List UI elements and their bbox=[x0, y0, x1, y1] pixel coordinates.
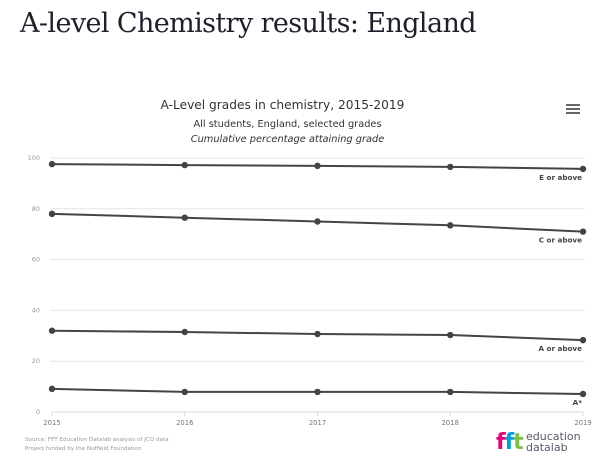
fft-education-datalab-logo: fft education datalab bbox=[496, 430, 596, 458]
series-e-or-above: E or above bbox=[48, 160, 587, 182]
logo-wordmark: education datalab bbox=[526, 430, 581, 454]
data-point bbox=[314, 330, 321, 338]
x-tick-label: 2017 bbox=[309, 419, 326, 427]
data-point bbox=[181, 388, 188, 396]
data-point bbox=[314, 218, 321, 225]
data-point bbox=[579, 336, 587, 344]
data-point bbox=[48, 210, 56, 218]
hamburger-menu-icon bbox=[566, 104, 580, 106]
x-tick-label: 2019 bbox=[574, 419, 591, 427]
data-point bbox=[447, 163, 454, 171]
data-point bbox=[181, 328, 188, 336]
page-heading: A-level Chemistry results: England bbox=[20, 8, 477, 39]
gridlines bbox=[50, 157, 585, 413]
series-group: E or above C or above A or above A* bbox=[48, 160, 587, 407]
data-point bbox=[181, 161, 188, 169]
data-point bbox=[579, 228, 587, 235]
data-point bbox=[579, 390, 587, 398]
data-point bbox=[447, 222, 454, 229]
line-chart: 0 20 40 60 80 100 2015 2016 2017 2018 2019 E or a… bbox=[28, 154, 592, 427]
data-point bbox=[447, 388, 454, 396]
fft-logo-icon: fft bbox=[496, 430, 524, 455]
series-c-or-above: C or above bbox=[48, 210, 587, 245]
chart-title: A-Level grades in chemistry, 2015-2019 bbox=[160, 98, 405, 112]
series-label: E or above bbox=[539, 173, 582, 182]
data-point bbox=[314, 388, 321, 396]
hamburger-menu-icon-bar bbox=[566, 108, 580, 110]
y-tick-label: 60 bbox=[32, 256, 40, 264]
hamburger-menu-icon-bar bbox=[566, 112, 580, 114]
x-axis-ticks: 2015 2016 2017 2018 2019 bbox=[43, 412, 592, 427]
data-point bbox=[181, 214, 188, 221]
data-point bbox=[579, 165, 587, 173]
data-point bbox=[48, 160, 56, 168]
series-label: A or above bbox=[538, 344, 582, 353]
y-tick-label: 40 bbox=[32, 306, 40, 314]
chart-subtitle: All students, England, selected grades bbox=[193, 119, 382, 130]
chart-subtitle-italic: Cumulative percentage attaining grade bbox=[190, 134, 385, 145]
series-label: C or above bbox=[539, 236, 582, 245]
x-tick-label: 2018 bbox=[442, 419, 459, 427]
x-tick-label: 2016 bbox=[176, 419, 193, 427]
series-a-or-above: A or above bbox=[48, 327, 587, 353]
x-tick-label: 2015 bbox=[43, 419, 60, 427]
source-line: Source: FFT Education Datalab analysis o… bbox=[25, 437, 169, 443]
y-tick-label: 0 bbox=[36, 408, 40, 416]
data-point bbox=[314, 162, 321, 170]
y-axis-ticks: 0 20 40 60 80 100 bbox=[28, 154, 40, 416]
funding-line: Project funded by the Nuffield Foundatio… bbox=[25, 446, 142, 452]
chart-container: 0 20 40 60 80 100 2015 2016 2017 2018 2019 E or a… bbox=[0, 88, 605, 473]
data-point bbox=[48, 385, 56, 393]
y-tick-label: 20 bbox=[32, 357, 40, 365]
data-point bbox=[447, 331, 454, 339]
series-label: A* bbox=[573, 398, 583, 407]
chart-menu-button[interactable] bbox=[566, 102, 580, 116]
y-tick-label: 80 bbox=[32, 205, 40, 213]
source-note: Source: FFT Education Datalab analysis o… bbox=[25, 436, 169, 454]
series-a: A* bbox=[48, 385, 587, 407]
y-tick-label: 100 bbox=[28, 154, 40, 162]
data-point bbox=[48, 327, 56, 334]
